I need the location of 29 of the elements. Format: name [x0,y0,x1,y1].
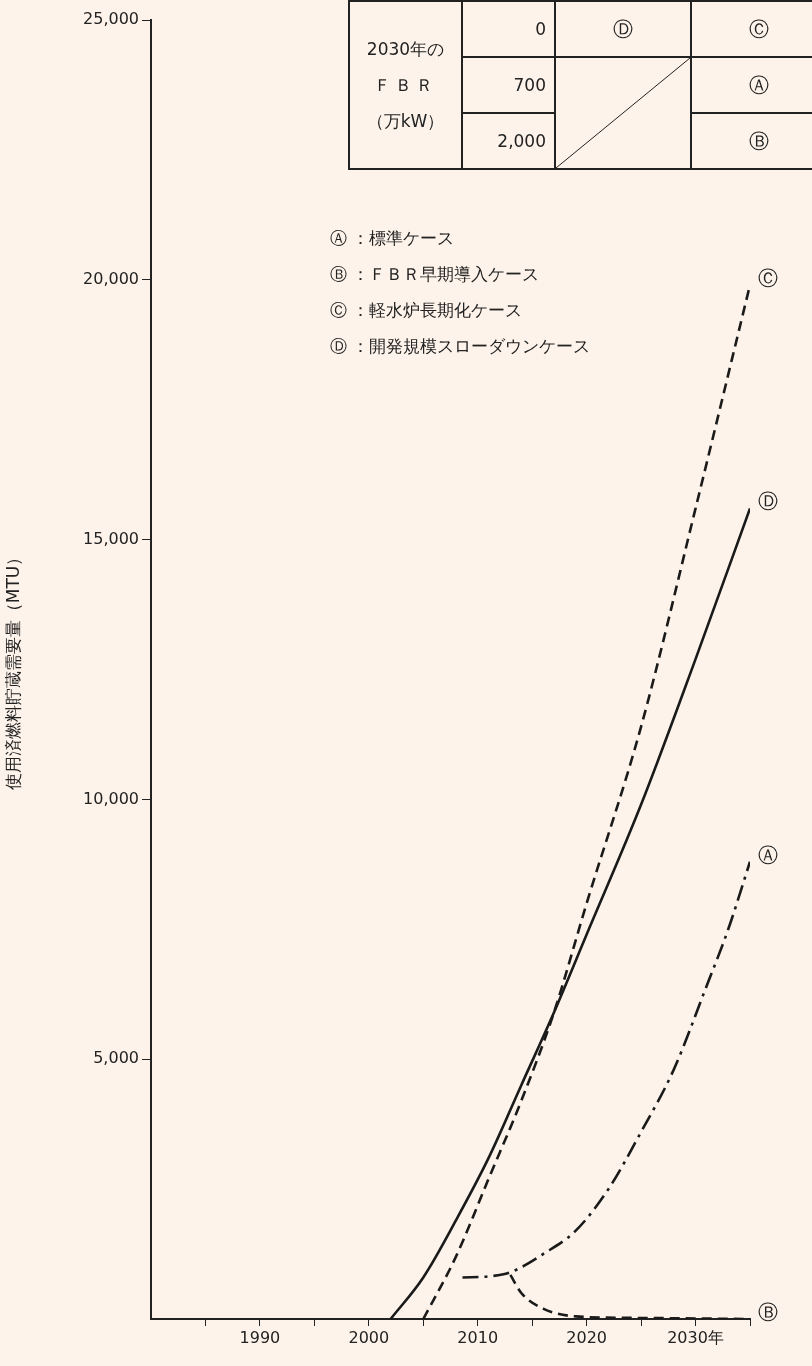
series-label: Ⓐ [758,841,778,869]
series-label: Ⓑ [758,1299,778,1326]
annotation: Ⓒ [691,1,812,57]
y-tick-label: 15,000 [83,528,139,548]
annotation: Ⓓ [555,1,691,57]
x-tick-label: 1990 [239,1327,281,1347]
series-label: Ⓒ [758,265,778,292]
series-label: Ⓓ [758,488,778,516]
y-tick-label: 20,000 [83,268,139,288]
y-axis-title: 使用済燃料貯蔵需要量（MTU） [2,548,23,791]
x-tick-label: 2020 [566,1327,607,1347]
annotation: Ⓓ ：開発規模スローダウンケース [330,335,591,358]
annotation: Ⓐ [691,57,812,113]
annotation: ＦＢＲ [373,74,438,97]
y-tick-label: 25,000 [83,9,139,29]
annotation: Ⓐ ：標準ケース [330,227,456,250]
x-tick-label: 2000 [348,1327,390,1347]
annotation: Ⓑ [691,113,812,169]
annotation: 700 [462,57,555,113]
annotation: 2,000 [462,113,555,169]
annotation: 2030年の [365,38,446,61]
x-tick-label: 2030年 [667,1327,724,1347]
y-tick-label: 5,000 [93,1048,139,1068]
annotation: Ⓑ ：ＦＢＲ早期導入ケース [330,263,541,286]
annotation: 0 [462,1,555,57]
annotation: Ⓒ ：軽水炉長期化ケース [330,299,524,322]
annotation: （万kW） [365,110,446,133]
x-tick-label: 2010 [457,1327,499,1347]
y-tick-label: 10,000 [83,788,139,808]
